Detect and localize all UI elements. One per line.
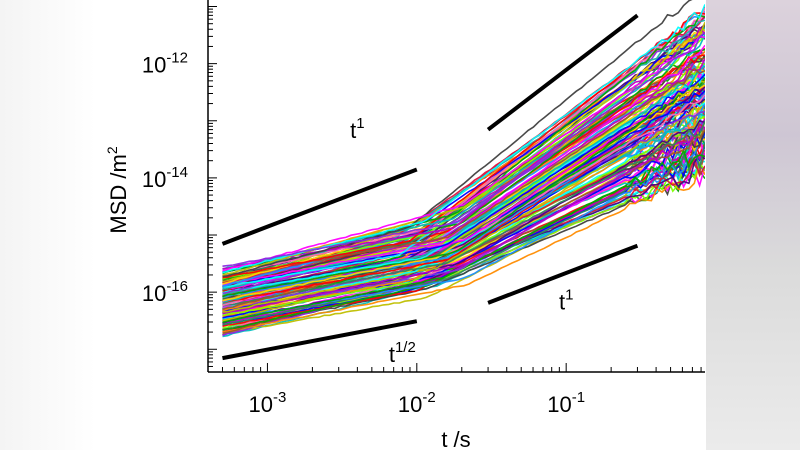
slope-label-1: t1 bbox=[350, 115, 364, 143]
slope-line-2 bbox=[486, 13, 639, 132]
y-tick-label-3: 10-12 bbox=[142, 50, 188, 78]
msd-curve-109 bbox=[222, 68, 705, 294]
x-tick-label-2: 10-2 bbox=[398, 389, 436, 417]
msd-curve-110 bbox=[222, 51, 705, 295]
msd-curve-103 bbox=[222, 77, 705, 298]
msd-curve-66 bbox=[222, 99, 705, 313]
slope-line-3 bbox=[222, 319, 418, 361]
y-tick-label-2: 10-14 bbox=[142, 164, 188, 192]
msd-curve-72 bbox=[222, 121, 705, 307]
msd-curve-6 bbox=[222, 154, 705, 335]
background-blur-left bbox=[0, 0, 96, 450]
msd-curve-115 bbox=[222, 62, 705, 285]
msd-curve-147 bbox=[222, 0, 693, 278]
slope-line-4 bbox=[487, 243, 639, 305]
msd-curve-150 bbox=[222, 31, 705, 267]
slope-guides: t1t2t1/2t1 bbox=[221, 13, 639, 367]
msd-curve-32 bbox=[222, 142, 705, 326]
msd-curve-11 bbox=[222, 160, 705, 333]
msd-curves bbox=[222, 0, 705, 338]
msd-curve-148 bbox=[222, 35, 705, 272]
slope-line-1 bbox=[221, 167, 418, 246]
slope-label-4: t1 bbox=[559, 286, 573, 314]
x-tick-label-1: 10-3 bbox=[249, 389, 287, 417]
y-axis-label: MSD /m2 bbox=[104, 146, 131, 233]
slope-label-3: t1/2 bbox=[389, 339, 416, 367]
msd-curve-65 bbox=[222, 126, 705, 315]
x-tick-label-3: 10-1 bbox=[547, 389, 585, 417]
x-axis-label: t /s bbox=[441, 427, 470, 450]
msd-curve-124 bbox=[222, 65, 705, 290]
msd-curve-140 bbox=[222, 7, 705, 278]
background-blur-right bbox=[706, 0, 800, 450]
y-tick-label-1: 10-16 bbox=[142, 278, 188, 306]
axes: 10-3 10-2 10-1 10-16 10-14 10-12 bbox=[142, 0, 705, 417]
